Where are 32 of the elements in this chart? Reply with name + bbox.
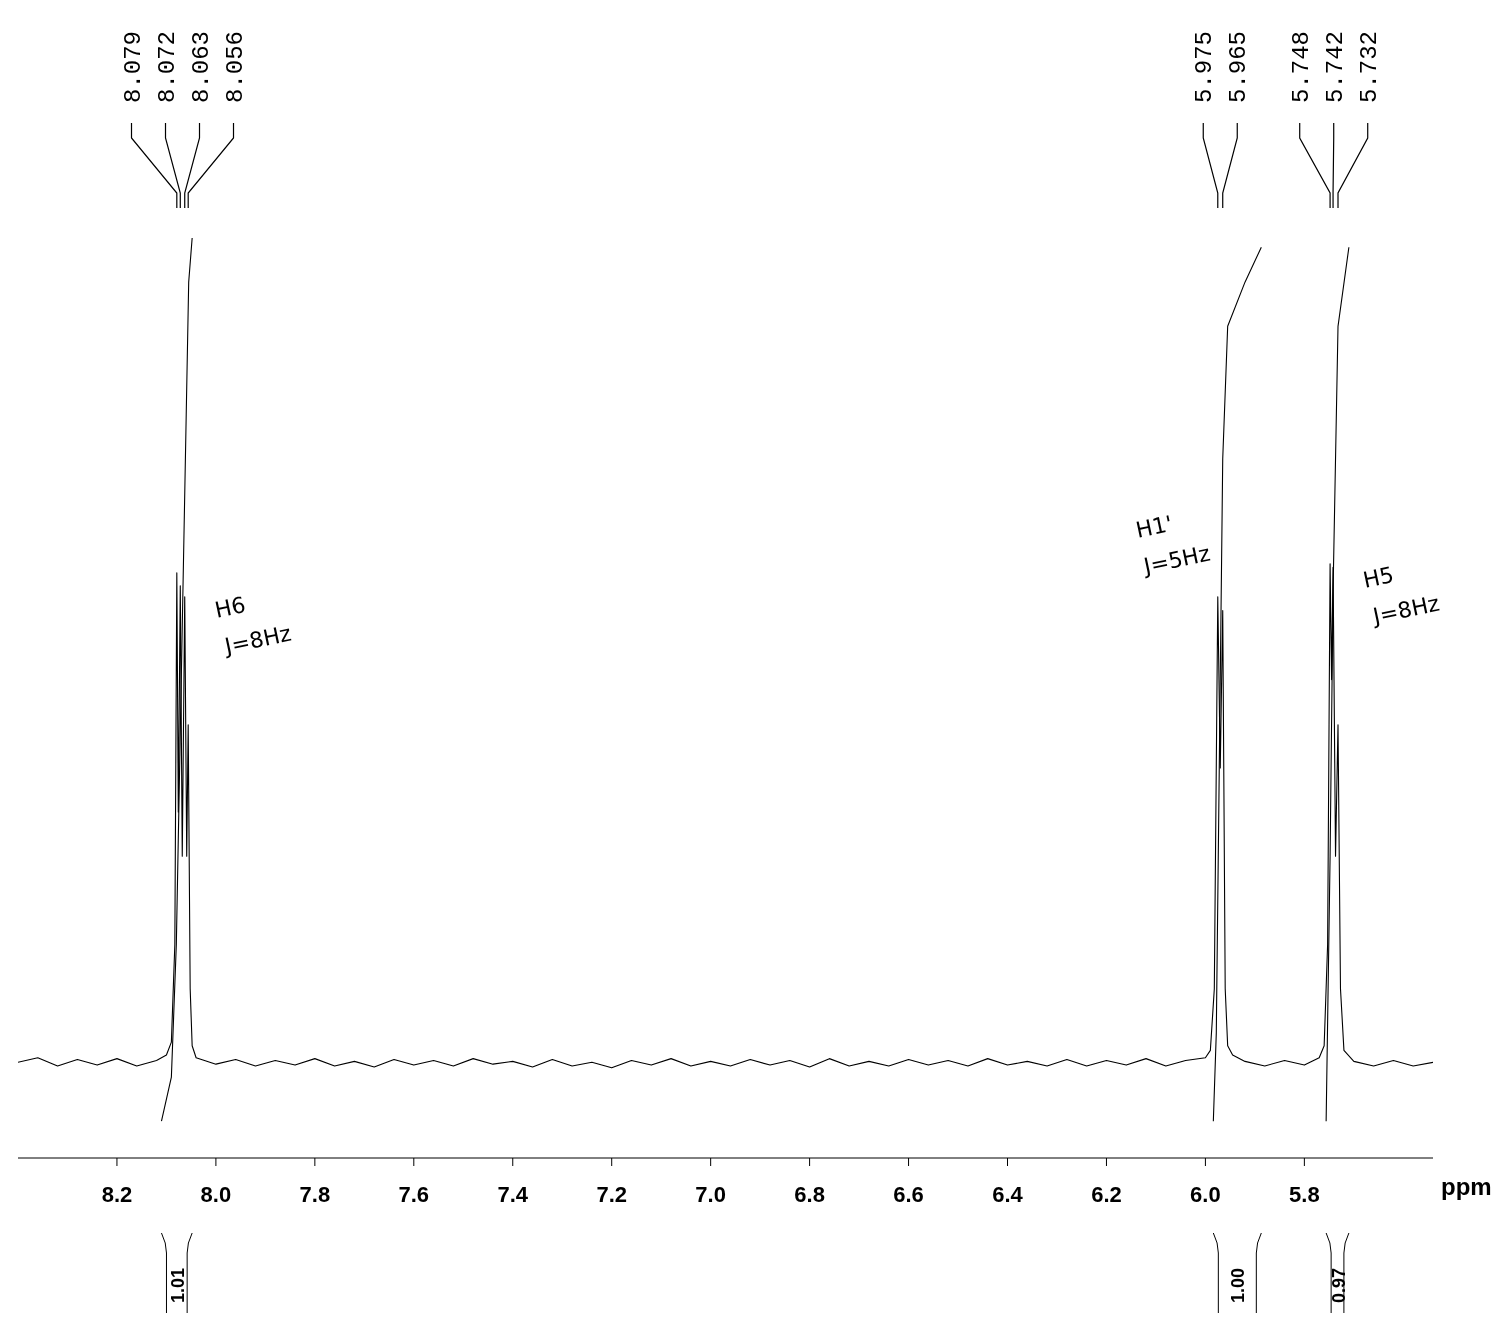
x-tick-label: 7.8 [299, 1181, 331, 1207]
text: 0.97 [1328, 1267, 1349, 1303]
annotation: H6 [212, 592, 248, 623]
annotation: 5.965 [1225, 30, 1253, 103]
annotation: 8.072 [153, 30, 181, 103]
text: 1.01 [167, 1267, 188, 1303]
x-tick-label: 7.2 [596, 1181, 627, 1207]
annotation: 8.079 [119, 30, 147, 103]
annotation: 5.742 [1321, 30, 1349, 103]
annotation: H1' [1133, 510, 1175, 543]
x-tick-label: 5.8 [1289, 1181, 1320, 1207]
annotation: 8.063 [187, 30, 215, 103]
annotation: 8.056 [221, 30, 249, 103]
x-axis-title: ppm [1441, 1173, 1492, 1200]
x-tick-label: 6.6 [893, 1181, 924, 1207]
annotation: 5.732 [1355, 30, 1383, 103]
x-tick-label: 7.6 [398, 1181, 430, 1207]
x-tick-label: 6.2 [1091, 1181, 1122, 1207]
x-tick-label: 7.0 [695, 1181, 726, 1207]
x-tick-label: 7.4 [497, 1181, 529, 1207]
annotation: J=8Hz [1368, 590, 1442, 630]
annotation: J=5Hz [1139, 540, 1213, 580]
annotation: J=8Hz [220, 620, 294, 660]
text: 1.00 [1228, 1267, 1249, 1303]
annotation: H5 [1360, 562, 1397, 593]
x-tick-label: 6.0 [1190, 1181, 1221, 1207]
annotation: 5.748 [1287, 30, 1315, 103]
x-tick-label: 6.8 [794, 1181, 825, 1207]
annotation: 5.975 [1191, 30, 1219, 103]
x-tick-label: 8.0 [200, 1181, 232, 1207]
x-tick-label: 8.2 [101, 1181, 133, 1207]
x-tick-label: 6.4 [992, 1181, 1024, 1207]
